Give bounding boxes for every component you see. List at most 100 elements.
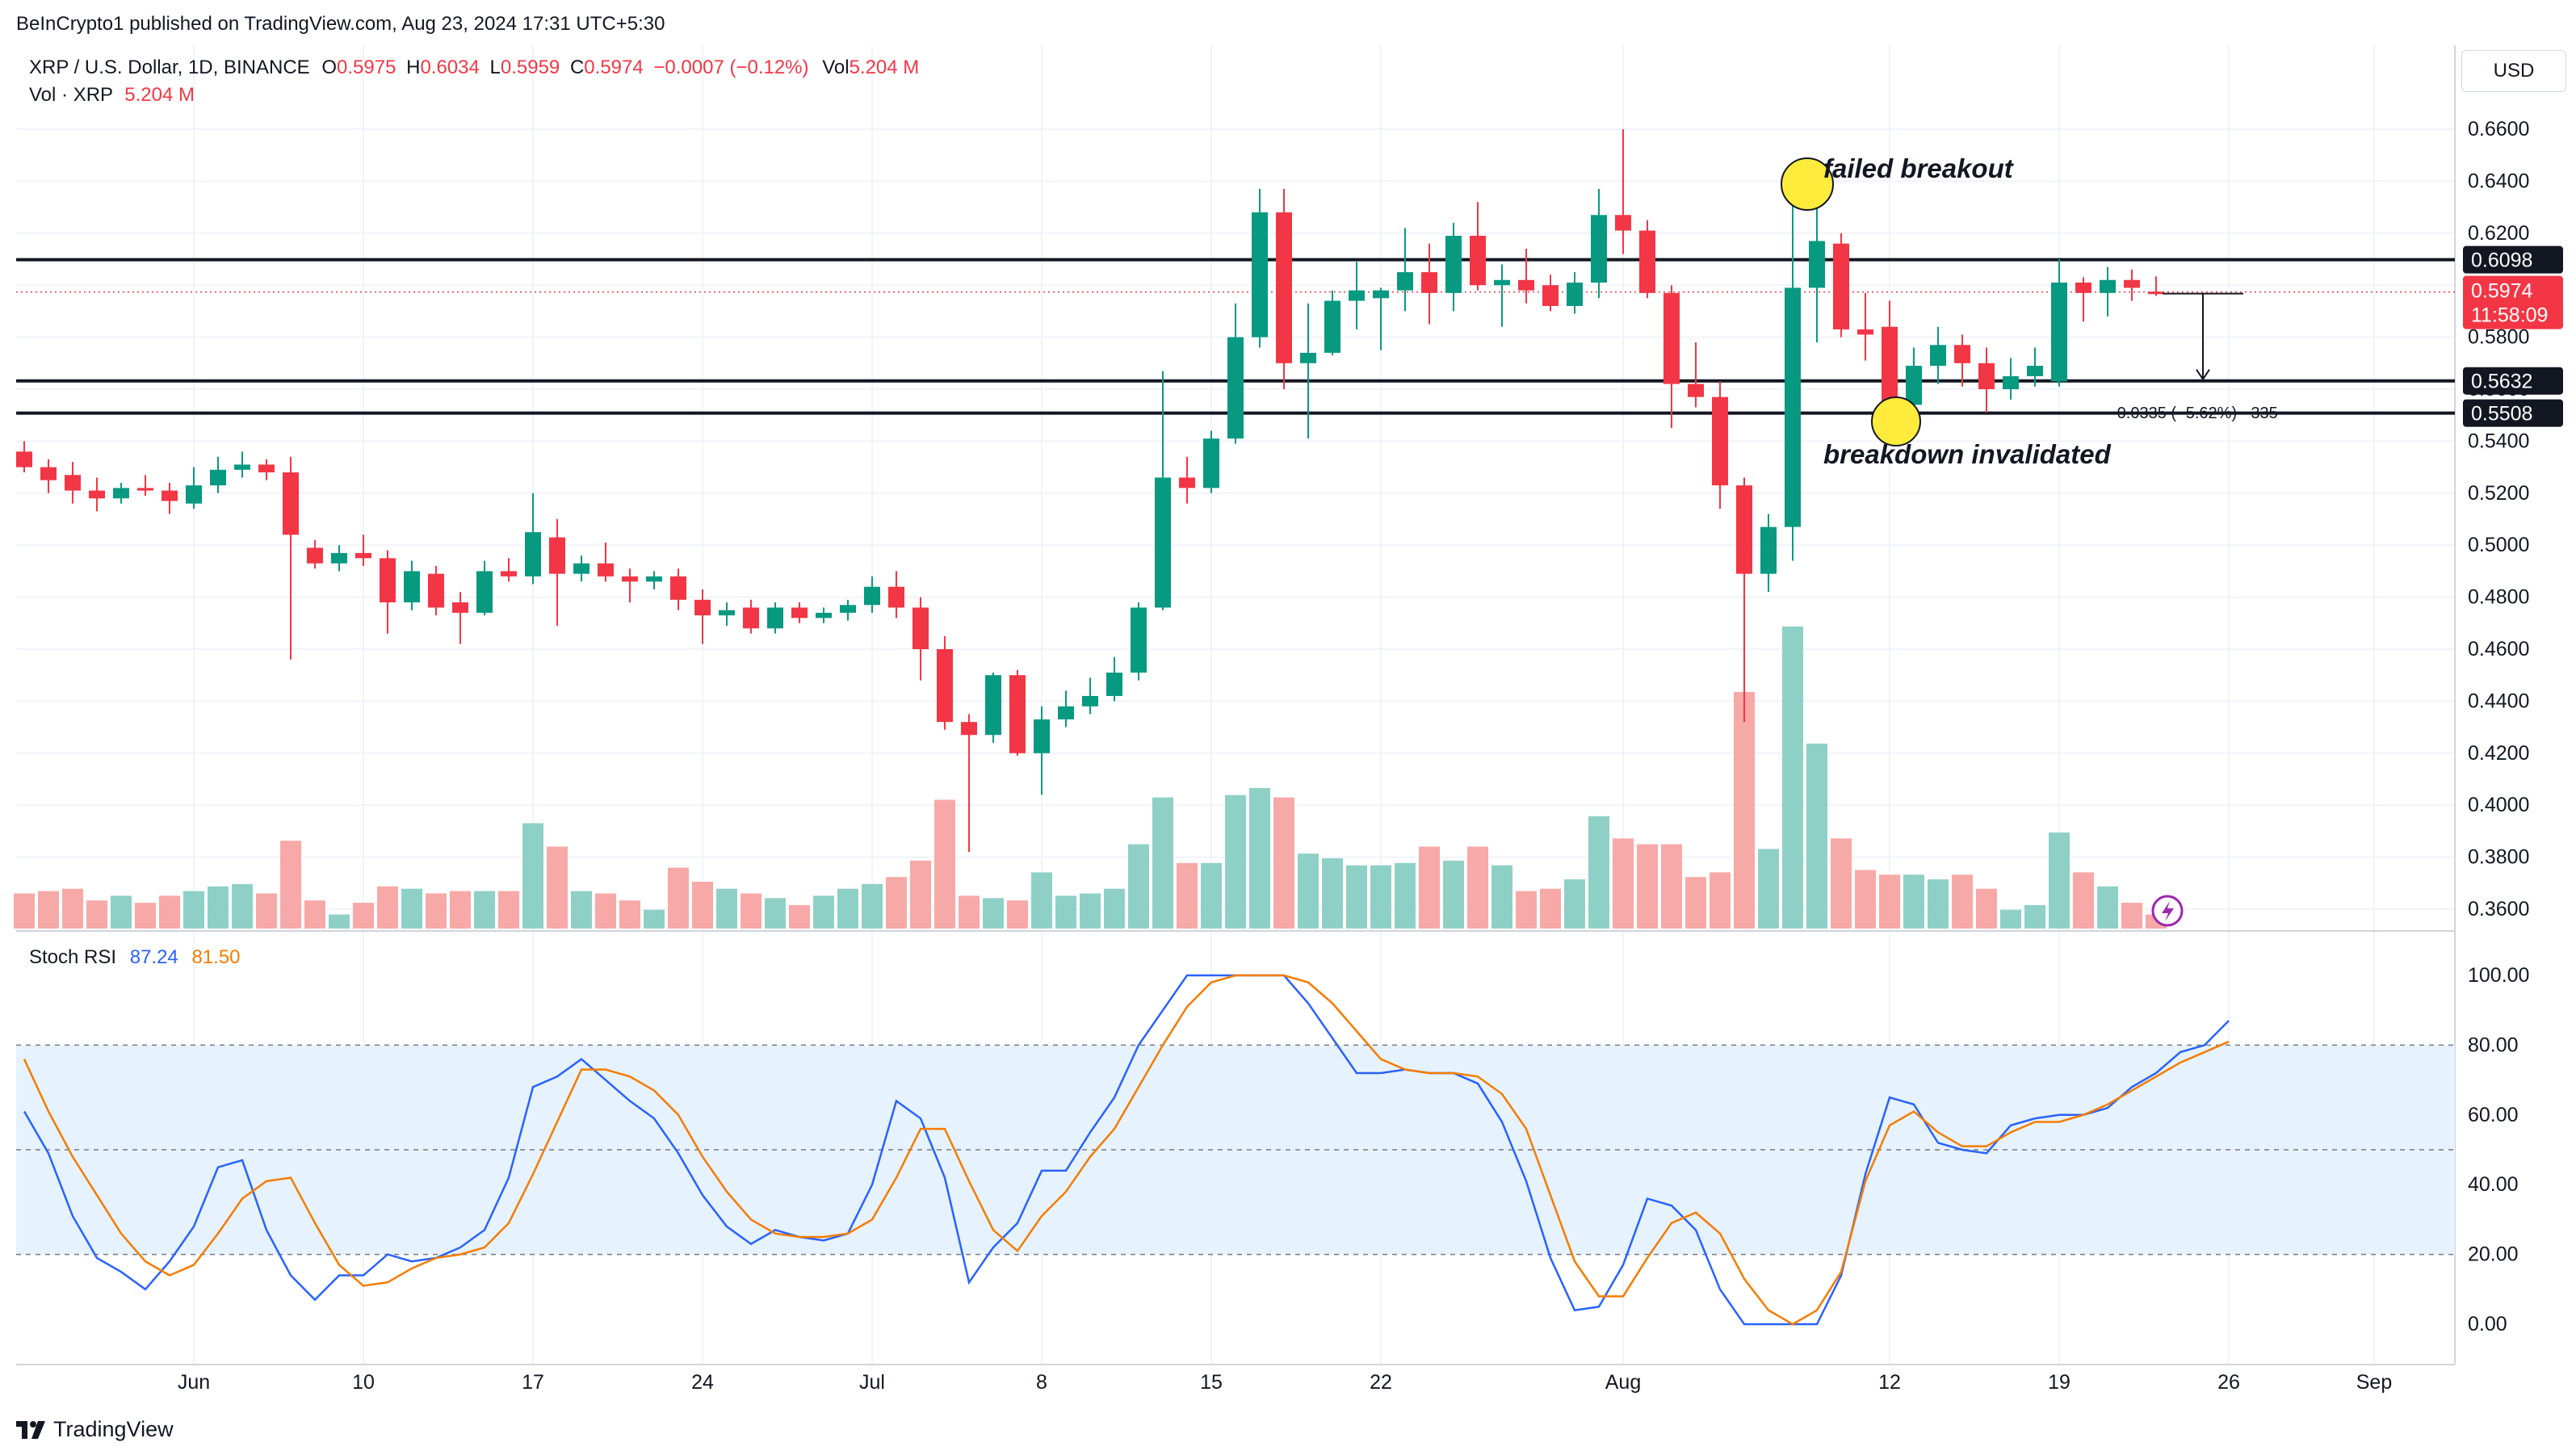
candle-body [186, 485, 202, 504]
candle [1567, 272, 1583, 314]
candle-body [1712, 396, 1728, 486]
candle [1615, 129, 1631, 254]
time-tick-label: Sep [2356, 1371, 2392, 1394]
volume-bar [1540, 888, 1561, 929]
candle-body [1276, 212, 1292, 363]
candle [1276, 189, 1292, 389]
candle [1034, 706, 1050, 795]
stoch-pane: 100.00 80.00 60.00 40.00 20.00 0.00 [16, 964, 2529, 1335]
candle-body [694, 599, 711, 616]
candle [16, 441, 32, 473]
candle [40, 459, 57, 493]
volume-bar [1346, 865, 1367, 929]
candle-body [1518, 279, 1534, 291]
candle [1252, 189, 1268, 348]
candle [1688, 342, 1704, 408]
volume-bar [837, 888, 858, 929]
candle-body [1203, 438, 1219, 488]
volume-bar [1685, 877, 1706, 929]
currency-button[interactable]: USD [2461, 50, 2566, 92]
stoch-legend: Stoch RSI 87.24 81.50 [29, 946, 241, 968]
candle-body [210, 469, 226, 486]
volume-bar [1710, 872, 1731, 929]
stoch-tick-label: 60.00 [2468, 1104, 2519, 1126]
candle-body [1833, 243, 1849, 329]
candle [1324, 290, 1340, 356]
stoch-tick-label: 100.00 [2468, 964, 2529, 987]
time-tick-label: 12 [1878, 1371, 1901, 1394]
breakdown-circle [1871, 396, 1921, 447]
candle-body [1978, 363, 1995, 389]
volume-bar [1928, 879, 1949, 929]
candle [1470, 202, 1486, 291]
candle [791, 602, 808, 623]
volume-bar [644, 909, 665, 929]
candle-body [549, 537, 565, 574]
candle-body [598, 563, 614, 577]
volume-bar [1806, 743, 1827, 929]
stoch-k-line [23, 974, 2230, 1326]
stoch-tick-label: 20.00 [2468, 1243, 2519, 1266]
support-lower-text: 0.5508 [2471, 403, 2532, 426]
annotation-failed-breakout: failed breakout [1823, 153, 2013, 183]
candle [2003, 358, 2019, 400]
candle [113, 482, 129, 504]
candle [1663, 285, 1680, 429]
volume-bar [910, 860, 931, 929]
volume-bar [304, 900, 325, 929]
volume-bar [2000, 909, 2021, 929]
volume-bar [1467, 846, 1488, 929]
candle-body [501, 571, 517, 577]
candle [89, 477, 105, 512]
volume-bar [1782, 626, 1803, 929]
volume-bar [1419, 846, 1440, 929]
volume-bar [280, 841, 301, 929]
volume-bar [1370, 865, 1391, 929]
candle-body [1106, 672, 1122, 696]
candle [767, 602, 783, 634]
volume-bar [740, 893, 761, 929]
candle [355, 535, 371, 566]
candle [864, 576, 880, 613]
candle-body [743, 607, 759, 629]
price-tick-label: 0.5800 [2468, 326, 2529, 349]
price-tick-label: 0.3800 [2468, 846, 2529, 869]
candle-body [816, 612, 832, 618]
volume-bar [813, 895, 834, 929]
volume-bar [329, 914, 350, 929]
candle-body [1252, 212, 1268, 338]
candle-body [1639, 230, 1655, 293]
candle [694, 589, 711, 644]
candle-body [452, 602, 468, 613]
volume-bar [1104, 888, 1125, 929]
volume-bar [1031, 872, 1052, 929]
candle-body [840, 605, 856, 613]
volume-bar [159, 895, 180, 929]
volume-bar [789, 905, 810, 929]
low-value: 0.5959 [500, 57, 560, 78]
time-tick-label: 26 [2217, 1371, 2240, 1394]
volume-bar [1661, 844, 1682, 929]
candle-body [137, 488, 153, 491]
candle [743, 599, 759, 634]
time-tick-label: Aug [1605, 1371, 1641, 1394]
support-upper-tag: 0.5632 [2463, 367, 2563, 395]
volume-bar [62, 888, 83, 929]
candle-body [1688, 384, 1704, 397]
volume-bar [426, 893, 447, 929]
price-tick-label: 0.4600 [2468, 638, 2529, 660]
candle-body [2124, 279, 2140, 288]
volume-bar [1855, 870, 1876, 929]
candle-body [670, 576, 686, 600]
candle [1421, 243, 1437, 325]
candle [1349, 262, 1365, 329]
volume-bar [1564, 879, 1585, 929]
candle [1712, 381, 1728, 509]
candle [1639, 220, 1655, 299]
volume-bar [86, 900, 107, 929]
candle [1736, 477, 1752, 723]
volume-bars [14, 626, 2167, 929]
candle [1009, 669, 1026, 757]
candle [1082, 677, 1098, 715]
candle-body [16, 451, 32, 468]
